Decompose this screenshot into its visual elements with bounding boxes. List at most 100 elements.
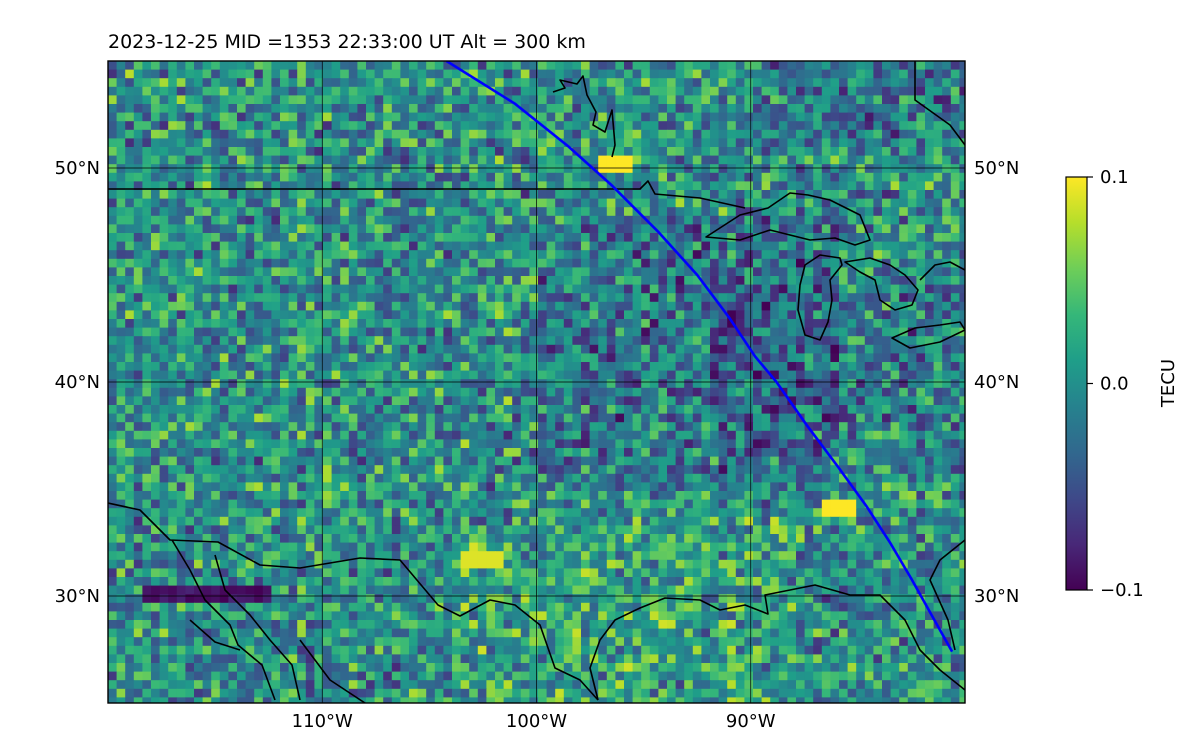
heatmap-cell	[529, 482, 539, 492]
heatmap-cell	[237, 439, 247, 449]
heatmap-cell	[254, 198, 264, 208]
heatmap-cell	[675, 276, 685, 286]
heatmap-cell	[821, 319, 831, 329]
heatmap-cell	[667, 362, 677, 372]
heatmap-cell	[959, 370, 965, 380]
heatmap-cell	[847, 284, 857, 294]
heatmap-cell	[469, 138, 479, 148]
heatmap-cell	[546, 276, 556, 286]
heatmap-cell	[907, 112, 917, 122]
heatmap-cell	[297, 172, 307, 182]
heatmap-cell	[512, 86, 522, 96]
heatmap-cell	[899, 448, 909, 458]
heatmap-cell	[710, 198, 720, 208]
heatmap-cell	[254, 430, 264, 440]
heatmap-cell	[116, 250, 126, 260]
heatmap-cell	[271, 172, 281, 182]
heatmap-cell	[821, 413, 831, 423]
heatmap-cell	[512, 344, 522, 354]
heatmap-cell	[271, 353, 281, 363]
heatmap-cell	[907, 336, 917, 346]
heatmap-cell	[632, 172, 642, 182]
heatmap-cell	[116, 104, 126, 114]
heatmap-cell	[305, 104, 315, 114]
heatmap-cell	[426, 379, 436, 389]
heatmap-cell	[185, 172, 195, 182]
heatmap-cell	[873, 104, 883, 114]
heatmap-cell	[581, 413, 591, 423]
heatmap-cell	[314, 207, 324, 217]
heatmap-cell	[409, 465, 419, 475]
heatmap-cell	[959, 387, 965, 397]
heatmap-cell	[555, 233, 565, 243]
heatmap-cell	[314, 86, 324, 96]
heatmap-cell	[176, 396, 186, 406]
heatmap-cell	[890, 258, 900, 268]
heatmap-cell	[219, 258, 229, 268]
heatmap-cell	[520, 284, 530, 294]
heatmap-cell	[606, 207, 616, 217]
heatmap-cell	[486, 121, 496, 131]
heatmap-cell	[434, 336, 444, 346]
heatmap-cell	[503, 430, 513, 440]
heatmap-cell	[787, 69, 797, 79]
heatmap-cell	[108, 207, 118, 217]
heatmap-cell	[185, 310, 195, 320]
heatmap-cell	[133, 301, 143, 311]
heatmap-cell	[950, 430, 960, 440]
heatmap-cell	[770, 465, 780, 475]
heatmap-cell	[108, 155, 118, 165]
heatmap-cell	[950, 112, 960, 122]
heatmap-cell	[503, 190, 513, 200]
heatmap-cell	[460, 473, 470, 483]
heatmap-cell	[194, 95, 204, 105]
heatmap-cell	[641, 362, 651, 372]
heatmap-cell	[297, 370, 307, 380]
heatmap-cell	[348, 353, 358, 363]
heatmap-cell	[486, 413, 496, 423]
heatmap-cell	[391, 396, 401, 406]
heatmap-cell	[864, 465, 874, 475]
heatmap-cell	[950, 396, 960, 406]
heatmap-cell	[907, 276, 917, 286]
heatmap-cell	[753, 301, 763, 311]
heatmap-cell	[899, 207, 909, 217]
heatmap-cell	[323, 129, 333, 139]
heatmap-cell	[761, 353, 771, 363]
heatmap-cell	[280, 241, 290, 251]
heatmap-cell	[116, 190, 126, 200]
heatmap-cell	[280, 250, 290, 260]
heatmap-cell	[477, 413, 487, 423]
heatmap-cell	[864, 405, 874, 415]
heatmap-cell	[452, 448, 462, 458]
heatmap-cell	[194, 164, 204, 174]
heatmap-cell	[572, 147, 582, 157]
heatmap-cell	[245, 319, 255, 329]
heatmap-cell	[495, 61, 505, 71]
heatmap-cell	[151, 198, 161, 208]
heatmap-cell	[323, 121, 333, 131]
heatmap-cell	[641, 336, 651, 346]
heatmap-cell	[383, 95, 393, 105]
heatmap-cell	[632, 439, 642, 449]
heatmap-cell	[632, 284, 642, 294]
heatmap-cell	[469, 310, 479, 320]
heatmap-cell	[357, 164, 367, 174]
heatmap-cell	[219, 293, 229, 303]
heatmap-cell	[813, 155, 823, 165]
heatmap-cell	[288, 387, 298, 397]
heatmap-cell	[305, 284, 315, 294]
heatmap-cell	[503, 327, 513, 337]
heatmap-cell	[383, 138, 393, 148]
heatmap-cell	[813, 430, 823, 440]
heatmap-cell	[116, 112, 126, 122]
heatmap-cell	[753, 362, 763, 372]
heatmap-cell	[340, 164, 350, 174]
heatmap-cell	[460, 276, 470, 286]
heatmap-cell	[151, 370, 161, 380]
heatmap-cell	[211, 379, 221, 389]
heatmap-cell	[916, 78, 926, 88]
heatmap-cell	[692, 344, 702, 354]
heatmap-cell	[452, 396, 462, 406]
heatmap-cell	[486, 319, 496, 329]
